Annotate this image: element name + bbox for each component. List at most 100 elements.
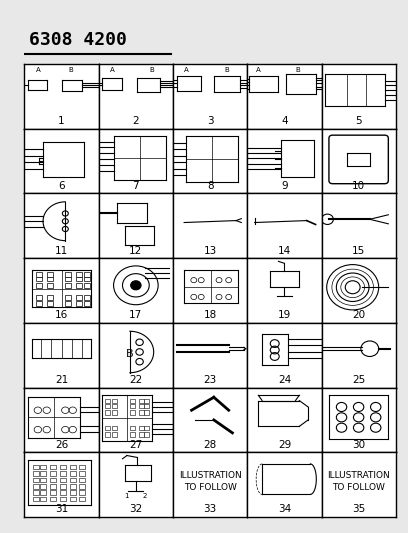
Bar: [76, 295, 82, 300]
Bar: [47, 295, 53, 300]
Bar: [144, 399, 149, 403]
Bar: [130, 410, 135, 415]
Text: ILLUSTRATION
TO FOLLOW: ILLUSTRATION TO FOLLOW: [179, 471, 242, 492]
Text: 33: 33: [204, 504, 217, 514]
Bar: [33, 490, 39, 495]
Bar: [35, 277, 42, 281]
Bar: [139, 410, 144, 415]
Bar: [80, 484, 85, 489]
Text: 32: 32: [129, 504, 142, 514]
Bar: [33, 484, 39, 489]
Text: 30: 30: [352, 440, 365, 450]
Bar: [40, 478, 46, 482]
Bar: [33, 471, 39, 475]
Bar: [35, 284, 42, 288]
Text: B: B: [295, 67, 300, 72]
Bar: [47, 272, 53, 277]
Bar: [60, 497, 66, 502]
Text: 6308 4200: 6308 4200: [29, 31, 126, 49]
Bar: [40, 497, 46, 502]
Text: 28: 28: [204, 440, 217, 450]
Text: 19: 19: [278, 310, 291, 320]
Bar: [80, 490, 85, 495]
Text: B: B: [150, 67, 155, 72]
Text: A: A: [256, 67, 261, 72]
Bar: [70, 465, 76, 469]
Bar: [60, 490, 66, 495]
Bar: [40, 490, 46, 495]
Bar: [50, 478, 55, 482]
Bar: [70, 484, 76, 489]
Bar: [84, 284, 90, 288]
Bar: [76, 302, 82, 306]
Text: 3: 3: [207, 116, 213, 126]
Text: 14: 14: [278, 246, 291, 255]
Bar: [105, 399, 110, 403]
Text: 20: 20: [352, 310, 365, 320]
Bar: [33, 465, 39, 469]
Text: 22: 22: [129, 375, 142, 385]
Text: 12: 12: [129, 246, 142, 255]
Text: 7: 7: [133, 181, 139, 191]
Text: 26: 26: [55, 440, 68, 450]
Text: A: A: [110, 67, 115, 72]
Bar: [70, 497, 76, 502]
Bar: [65, 295, 71, 300]
Bar: [105, 426, 110, 430]
Bar: [35, 272, 42, 277]
Text: B: B: [68, 67, 73, 72]
Text: 2: 2: [142, 492, 147, 498]
Bar: [47, 302, 53, 306]
Text: 8: 8: [207, 181, 213, 191]
Text: B: B: [224, 67, 229, 72]
Bar: [60, 465, 66, 469]
Bar: [84, 302, 90, 306]
Text: 1: 1: [125, 492, 129, 498]
Bar: [70, 490, 76, 495]
Bar: [60, 478, 66, 482]
Text: 2: 2: [133, 116, 139, 126]
Bar: [139, 404, 144, 408]
Text: ILLUSTRATION
TO FOLLOW: ILLUSTRATION TO FOLLOW: [327, 471, 390, 492]
Text: 31: 31: [55, 504, 68, 514]
Bar: [144, 426, 149, 430]
Bar: [80, 478, 85, 482]
Bar: [50, 490, 55, 495]
Text: A: A: [184, 67, 189, 72]
Bar: [35, 302, 42, 306]
Text: 23: 23: [204, 375, 217, 385]
Bar: [47, 277, 53, 281]
Bar: [130, 426, 135, 430]
Text: 35: 35: [352, 504, 365, 514]
Text: 13: 13: [204, 246, 217, 255]
Bar: [139, 399, 144, 403]
Bar: [40, 465, 46, 469]
Bar: [80, 465, 85, 469]
Bar: [65, 272, 71, 277]
Text: 4: 4: [281, 116, 288, 126]
Bar: [105, 410, 110, 415]
Bar: [76, 272, 82, 277]
Bar: [105, 432, 110, 437]
Text: 24: 24: [278, 375, 291, 385]
Text: 27: 27: [129, 440, 142, 450]
Bar: [33, 478, 39, 482]
Bar: [112, 399, 118, 403]
Bar: [50, 465, 55, 469]
Bar: [50, 484, 55, 489]
Text: 9: 9: [281, 181, 288, 191]
Text: 18: 18: [204, 310, 217, 320]
Bar: [60, 471, 66, 475]
Bar: [70, 471, 76, 475]
Text: 29: 29: [278, 440, 291, 450]
Text: 1: 1: [58, 116, 65, 126]
Text: A: A: [35, 67, 40, 72]
Bar: [130, 404, 135, 408]
Bar: [144, 432, 149, 437]
Bar: [33, 497, 39, 502]
Bar: [84, 277, 90, 281]
Bar: [50, 497, 55, 502]
FancyBboxPatch shape: [329, 135, 388, 184]
Bar: [144, 404, 149, 408]
Bar: [130, 432, 135, 437]
